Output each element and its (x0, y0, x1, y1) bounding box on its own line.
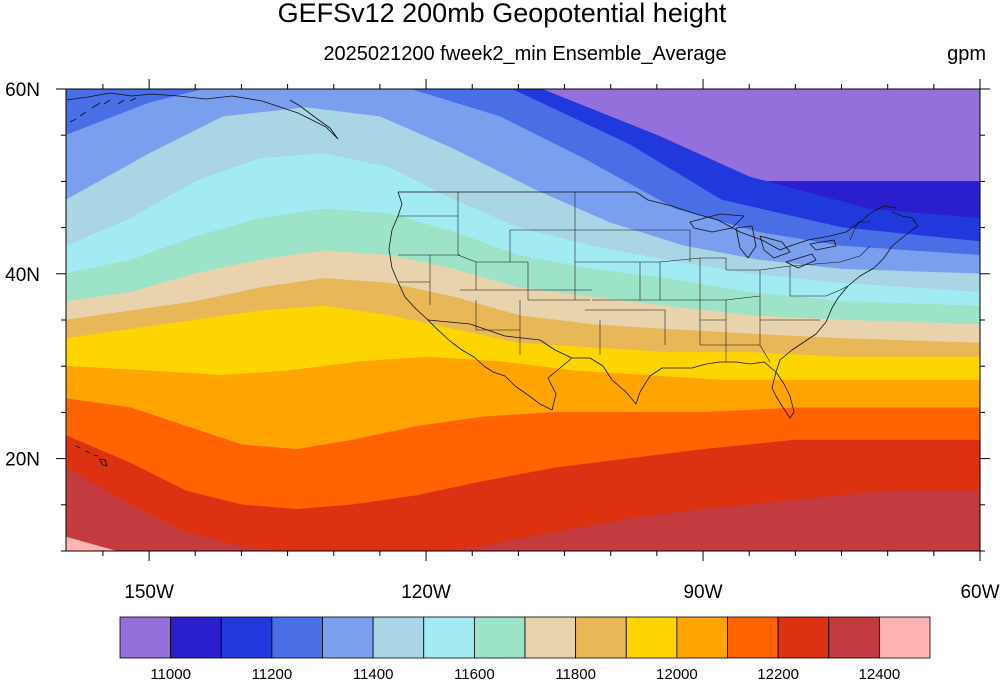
colorbar-label: 11000 (150, 666, 191, 683)
map-frame: 60N 40N 20N 150W 120W 90W 60W (5, 79, 1000, 603)
colorbar-label: 12400 (859, 666, 901, 683)
chart-title: GEFSv12 200mb Geopotential height (277, 0, 727, 28)
lon-label: 90W (683, 582, 722, 603)
map-outlines (66, 92, 919, 467)
lat-label: 60N (5, 80, 40, 101)
colorbar-swatch (372, 616, 425, 659)
colorbar-swatch (878, 616, 931, 659)
colorbar-label: 12200 (757, 666, 799, 683)
lat-label: 20N (5, 450, 40, 471)
lat-label: 40N (5, 265, 40, 286)
colorbar-label: 11400 (353, 666, 394, 683)
colorbar-label: 11600 (454, 666, 495, 683)
colorbar-swatch (575, 616, 627, 659)
us-mexico-border (427, 319, 573, 359)
us-canada-border (398, 191, 897, 251)
band-above-12300 (66, 467, 980, 551)
colorbar-label: 11200 (252, 666, 293, 683)
colorbar-swatch (727, 616, 779, 659)
colorbar-swatch (322, 616, 374, 659)
lon-label: 120W (401, 582, 451, 603)
colorbar-label: 11800 (555, 666, 596, 683)
colorbar-swatch (423, 616, 475, 659)
colorbar-swatch (271, 616, 323, 659)
colorbar-swatch (473, 616, 526, 659)
colorbar-swatch (170, 616, 222, 659)
great-lakes-outline (689, 213, 837, 269)
lon-label: 60W (960, 582, 999, 603)
colorbar-label: 12000 (656, 666, 698, 683)
alaska-islands (69, 97, 137, 123)
units-label: gpm (947, 43, 986, 65)
colorbar-swatch (119, 616, 172, 659)
colorbar-swatch (524, 616, 577, 659)
colorbar-swatch (777, 616, 830, 659)
hawaii-islands (75, 445, 108, 467)
colorbar-swatch (625, 616, 678, 659)
north-america-coastline (66, 92, 919, 419)
colorbar-swatch (828, 616, 880, 659)
colorbar-swatch (676, 616, 728, 659)
colorbar: 11000 11200 11400 11600 11800 12000 12200 12400 (119, 616, 931, 683)
chart-subtitle: 2025021200 fweek2_min Ensemble_Average (323, 43, 727, 65)
band-above-12400 (66, 536, 118, 551)
state-borders (398, 192, 871, 363)
lon-label: 150W (124, 582, 174, 603)
colorbar-swatch (220, 616, 273, 659)
contour-fill-layer (66, 89, 980, 551)
